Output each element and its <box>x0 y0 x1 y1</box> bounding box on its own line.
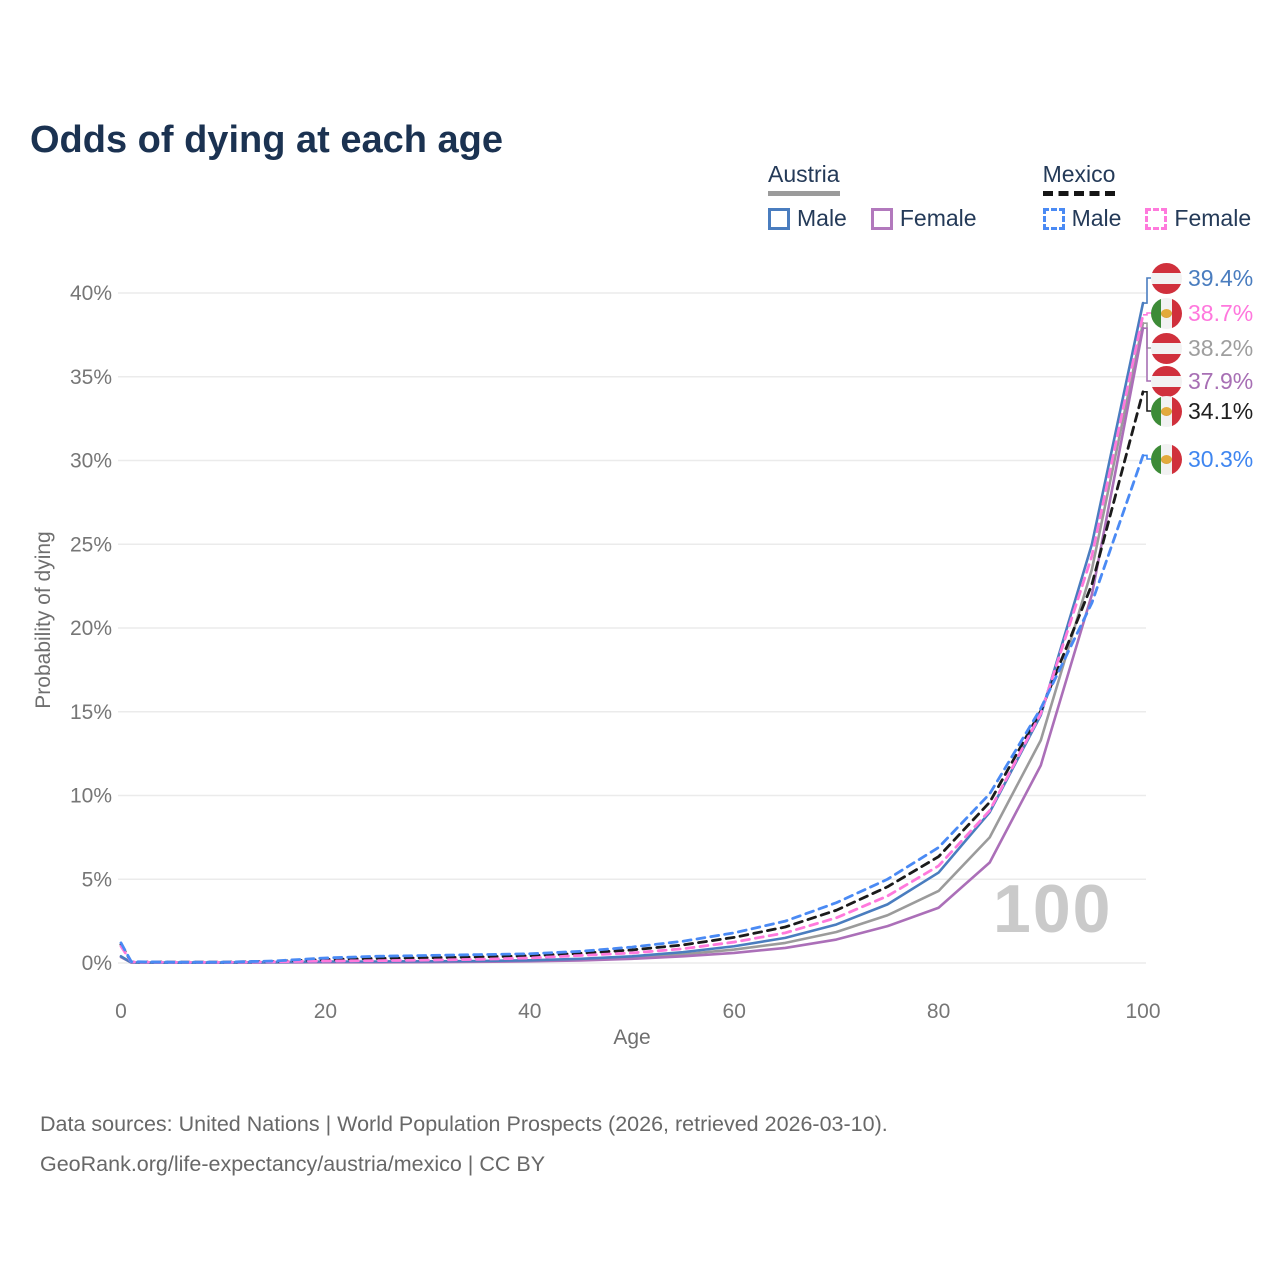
mexico-female-line-swatch-icon <box>1145 207 1168 230</box>
end-label-row: 38.7% <box>1151 297 1253 329</box>
x-tick-label: 20 <box>314 1000 337 1023</box>
label-connector <box>1143 277 1151 304</box>
age-watermark: 100 <box>993 871 1113 947</box>
data-source-note: Data sources: United Nations | World Pop… <box>40 1104 888 1184</box>
footer-line-2: GeoRank.org/life-expectancy/austria/mexi… <box>40 1152 546 1176</box>
legend-item-austria-male[interactable]: Male <box>768 205 847 232</box>
y-tick-label: 20% <box>70 617 112 640</box>
end-value-label: 34.1% <box>1188 397 1254 424</box>
legend-group-austria: Austria Male Female <box>768 161 977 232</box>
end-label-row: 39.4% <box>1151 262 1253 294</box>
end-label-row: 34.1% <box>1151 395 1253 427</box>
legend-label-austria-female: Female <box>899 205 977 231</box>
series-line[interactable] <box>119 326 1145 964</box>
x-tick-label: 80 <box>927 1000 950 1023</box>
legend-label-austria-male: Male <box>797 205 847 231</box>
end-value-label: 39.4% <box>1188 264 1254 291</box>
austria-male-line-swatch-icon <box>768 207 790 230</box>
legend-country-mexico: Mexico <box>1042 161 1116 196</box>
series-line[interactable] <box>119 454 1145 964</box>
page-title: Odds of dying at each age <box>30 119 503 162</box>
end-label-row: 37.9% <box>1151 365 1253 397</box>
series-line[interactable] <box>119 321 1145 964</box>
end-value-label: 38.2% <box>1188 334 1254 361</box>
label-connector <box>1143 312 1151 316</box>
legend-item-austria-female[interactable]: Female <box>870 205 977 232</box>
x-axis-title: Age <box>613 1026 651 1049</box>
y-tick-label: 5% <box>82 868 112 891</box>
legend-item-mexico-female[interactable]: Female <box>1145 205 1251 232</box>
legend-country-austria: Austria <box>768 161 840 196</box>
y-tick-label: 40% <box>70 282 112 305</box>
y-tick-label: 15% <box>70 701 112 724</box>
end-label-row: 38.2% <box>1151 332 1253 364</box>
austria-flag-icon <box>1151 365 1182 397</box>
mexico-male-line-swatch-icon <box>1042 207 1065 230</box>
mexico-flag-icon <box>1151 297 1182 329</box>
label-connector <box>1143 454 1151 460</box>
austria-female-line-swatch-icon <box>870 207 893 230</box>
y-tick-label: 10% <box>70 785 112 808</box>
y-tick-label: 0% <box>82 952 112 975</box>
y-tick-label: 25% <box>70 533 112 556</box>
end-value-label: 38.7% <box>1188 299 1254 326</box>
end-value-label: 30.3% <box>1188 445 1254 472</box>
series-line[interactable] <box>119 390 1145 964</box>
footer-line-1: Data sources: United Nations | World Pop… <box>40 1112 888 1136</box>
x-tick-label: 60 <box>723 1000 746 1023</box>
austria-flag-icon <box>1151 332 1182 364</box>
legend-item-mexico-male[interactable]: Male <box>1042 205 1122 232</box>
y-tick-label: 30% <box>70 450 112 473</box>
y-axis-title: Probability of dying <box>32 531 55 709</box>
series-line[interactable] <box>119 313 1145 964</box>
end-value-label: 37.9% <box>1188 367 1254 394</box>
x-tick-label: 40 <box>518 1000 541 1023</box>
label-connector <box>1143 327 1151 382</box>
mexico-flag-icon <box>1151 395 1182 427</box>
legend-label-mexico-female: Female <box>1174 205 1252 231</box>
legend-group-mexico: Mexico Male Female <box>1042 161 1251 232</box>
austria-flag-icon <box>1151 262 1182 294</box>
end-label-row: 30.3% <box>1151 443 1253 475</box>
label-connector <box>1143 391 1151 412</box>
mexico-flag-icon <box>1151 443 1182 475</box>
y-tick-label: 35% <box>70 366 112 389</box>
legend: Austria Male Female Mexico Male Female <box>768 161 1251 232</box>
legend-label-mexico-male: Male <box>1071 205 1122 231</box>
x-tick-label: 0 <box>115 1000 127 1023</box>
x-tick-label: 100 <box>1125 1000 1160 1023</box>
